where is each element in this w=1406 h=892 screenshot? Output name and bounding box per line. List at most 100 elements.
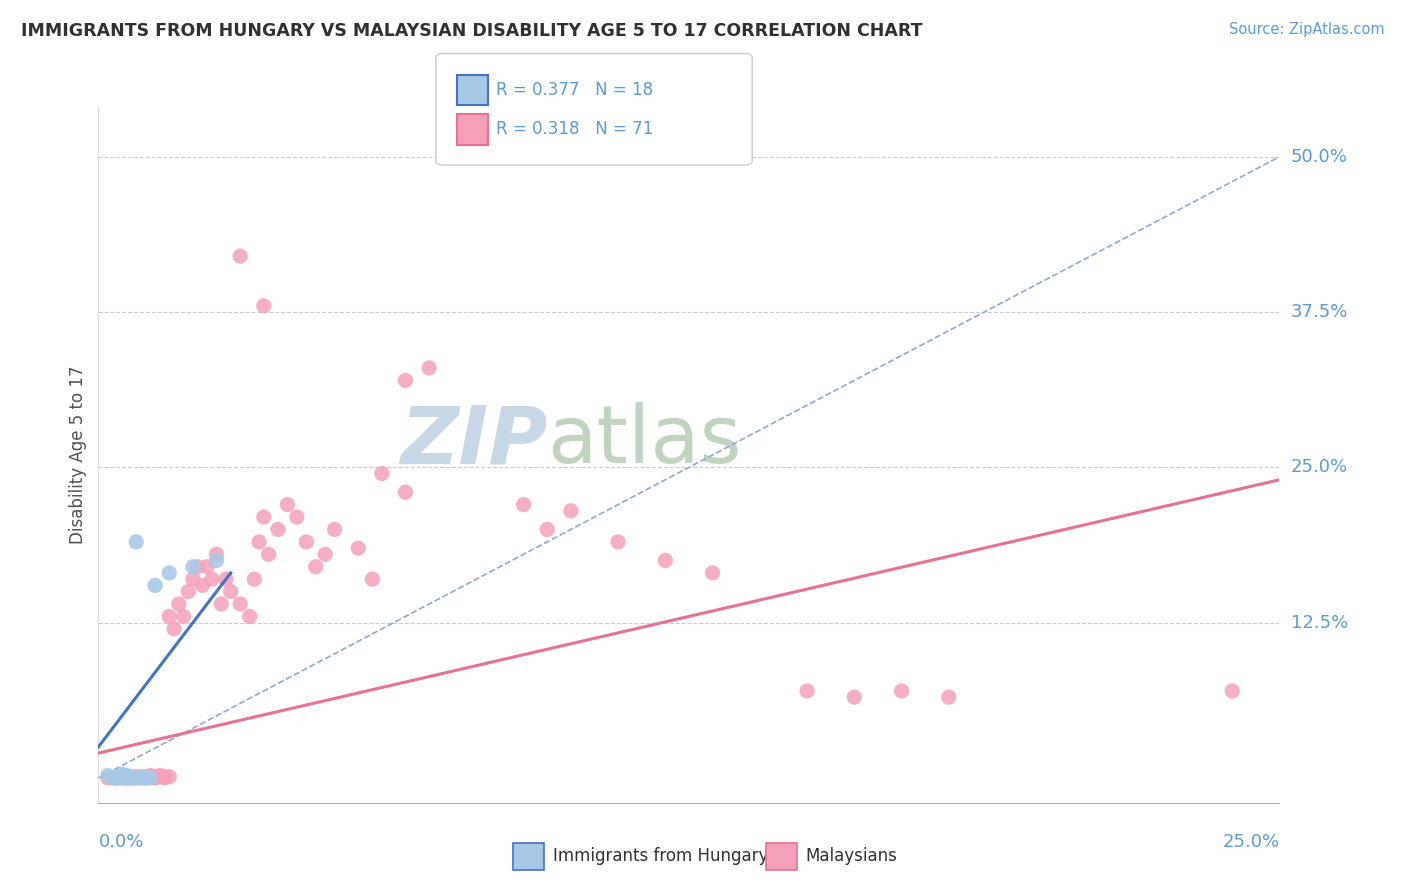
Point <box>125 771 148 785</box>
Text: 50.0%: 50.0% <box>1291 148 1347 166</box>
Point <box>163 622 186 636</box>
Point <box>121 771 143 785</box>
Point <box>285 510 308 524</box>
Point <box>115 771 138 785</box>
Point <box>121 771 143 785</box>
Point <box>139 771 162 785</box>
Text: 12.5%: 12.5% <box>1291 614 1348 632</box>
Point <box>101 771 124 785</box>
Point <box>157 609 180 624</box>
Point <box>844 690 866 705</box>
Point <box>215 572 238 586</box>
Point <box>111 767 134 781</box>
Point <box>323 523 346 537</box>
Point <box>157 770 180 784</box>
Point <box>560 504 582 518</box>
Point <box>229 597 252 611</box>
Point <box>153 771 176 785</box>
Point <box>253 299 276 313</box>
Point <box>135 771 157 785</box>
Point <box>135 770 157 784</box>
Point <box>796 684 818 698</box>
Point <box>129 771 152 785</box>
Point <box>654 553 676 567</box>
Point <box>201 572 224 586</box>
Point <box>129 771 152 785</box>
Point <box>121 770 143 784</box>
Text: Immigrants from Hungary: Immigrants from Hungary <box>553 847 768 865</box>
Point <box>418 361 440 376</box>
Point <box>167 597 190 611</box>
Point <box>115 771 138 785</box>
Point <box>1220 684 1243 698</box>
Point <box>157 566 180 580</box>
Point <box>172 609 194 624</box>
Point <box>247 534 270 549</box>
Point <box>702 566 724 580</box>
Point <box>181 572 204 586</box>
Point <box>607 534 630 549</box>
Point <box>111 771 134 785</box>
Point <box>394 373 416 387</box>
Point <box>139 770 162 784</box>
Point <box>195 559 218 574</box>
Point <box>105 770 128 784</box>
Point <box>187 559 209 574</box>
Point <box>219 584 242 599</box>
Point <box>115 771 138 785</box>
Point <box>129 770 152 784</box>
Point <box>135 770 157 784</box>
Point <box>253 510 276 524</box>
Point <box>191 578 214 592</box>
Point <box>394 485 416 500</box>
Text: IMMIGRANTS FROM HUNGARY VS MALAYSIAN DISABILITY AGE 5 TO 17 CORRELATION CHART: IMMIGRANTS FROM HUNGARY VS MALAYSIAN DIS… <box>21 22 922 40</box>
Point <box>243 572 266 586</box>
Point <box>209 597 232 611</box>
Point <box>314 547 336 561</box>
Text: Malaysians: Malaysians <box>806 847 897 865</box>
Point <box>305 559 328 574</box>
Point <box>205 547 228 561</box>
Point <box>938 690 960 705</box>
Point <box>115 768 138 782</box>
Point <box>111 771 134 785</box>
Point <box>295 534 318 549</box>
Point <box>105 771 128 785</box>
Point <box>239 609 262 624</box>
Point <box>125 771 148 785</box>
Point <box>149 768 172 782</box>
Point <box>97 771 120 785</box>
Point <box>105 771 128 785</box>
Text: 0.0%: 0.0% <box>98 833 143 851</box>
Point <box>135 771 157 785</box>
Point <box>111 770 134 784</box>
Point <box>257 547 280 561</box>
Point <box>512 498 534 512</box>
Text: R = 0.377   N = 18: R = 0.377 N = 18 <box>496 81 654 99</box>
Text: R = 0.318   N = 71: R = 0.318 N = 71 <box>496 120 654 138</box>
Text: Source: ZipAtlas.com: Source: ZipAtlas.com <box>1229 22 1385 37</box>
Point <box>890 684 912 698</box>
Text: 25.0%: 25.0% <box>1291 458 1348 476</box>
Point <box>143 771 166 785</box>
Text: 37.5%: 37.5% <box>1291 303 1348 321</box>
Point <box>105 771 128 785</box>
Point <box>276 498 298 512</box>
Point <box>371 467 394 481</box>
Y-axis label: Disability Age 5 to 17: Disability Age 5 to 17 <box>69 366 87 544</box>
Point <box>101 771 124 785</box>
Point <box>143 770 166 784</box>
Point <box>149 770 172 784</box>
Point <box>125 534 148 549</box>
Text: ZIP: ZIP <box>399 402 547 480</box>
Point <box>177 584 200 599</box>
Point <box>143 578 166 592</box>
Point <box>111 770 134 784</box>
Point <box>97 768 120 782</box>
Point <box>139 768 162 782</box>
Point <box>153 770 176 784</box>
Point <box>181 559 204 574</box>
Point <box>361 572 384 586</box>
Point <box>121 771 143 785</box>
Point <box>229 249 252 263</box>
